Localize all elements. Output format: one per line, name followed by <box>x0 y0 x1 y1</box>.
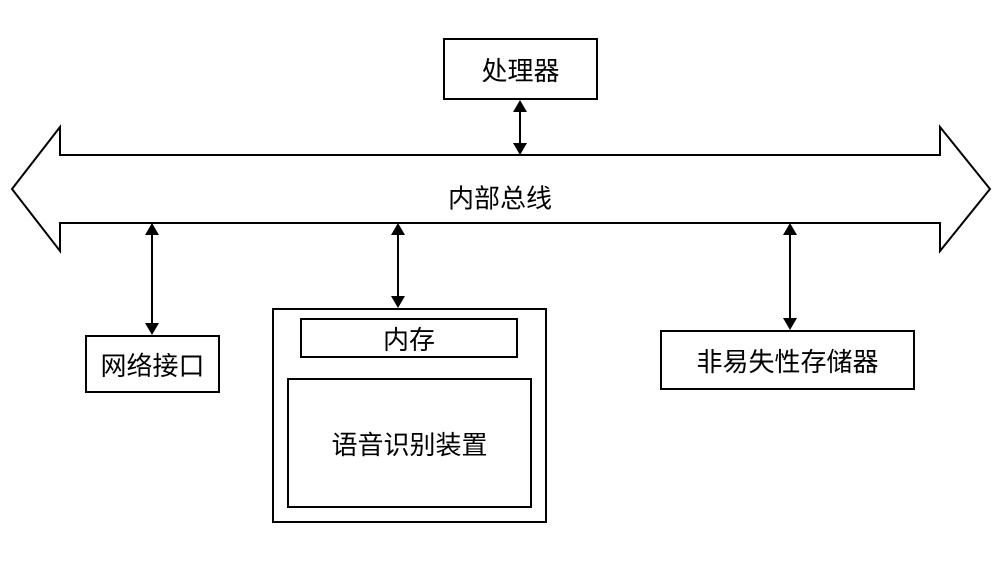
memory-title-box: 内存 <box>300 318 518 358</box>
network-interface-label: 网络接口 <box>100 346 204 383</box>
network-interface-box: 网络接口 <box>85 335 220 393</box>
memory-title-label: 内存 <box>383 320 435 357</box>
processor-label: 处理器 <box>481 51 559 88</box>
bus-label: 内部总线 <box>448 179 552 216</box>
diagram-canvas: 内部总线 处理器 网络接口 内存 语音识别装置 非易失性存储器 <box>0 0 1000 578</box>
nvm-label: 非易失性存储器 <box>696 342 878 379</box>
speech-recognition-box: 语音识别装置 <box>287 378 532 508</box>
processor-box: 处理器 <box>443 38 598 100</box>
nvm-box: 非易失性存储器 <box>660 330 915 390</box>
speech-recognition-label: 语音识别装置 <box>331 425 487 462</box>
